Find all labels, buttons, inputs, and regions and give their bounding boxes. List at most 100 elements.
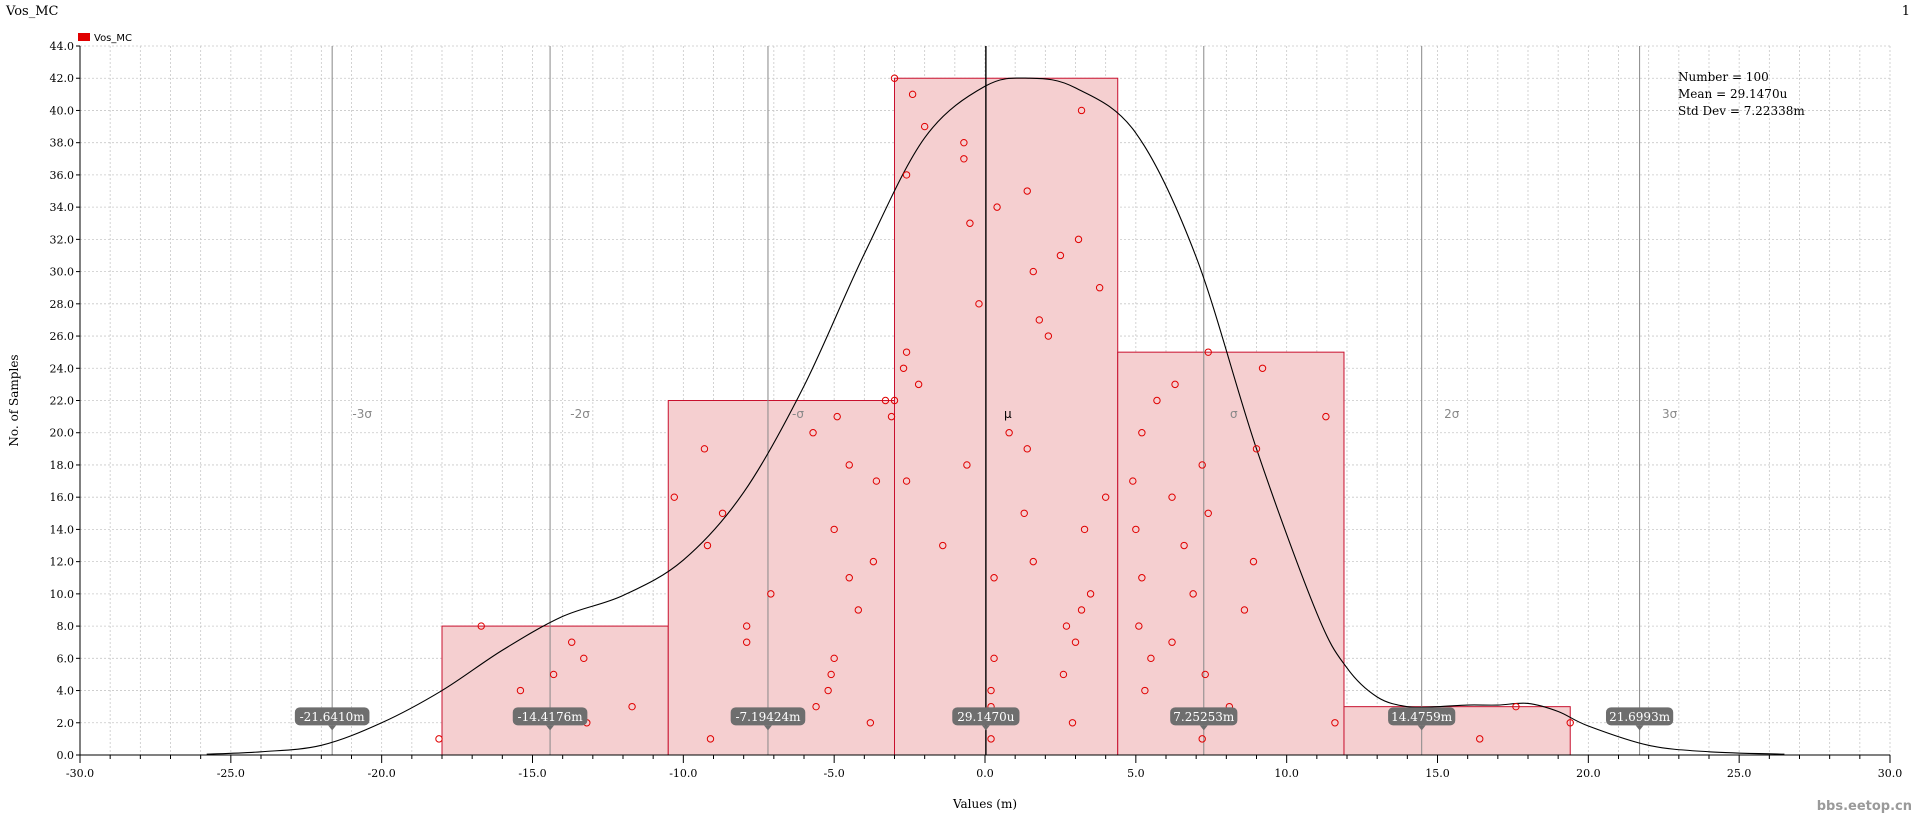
sample-point	[1252, 445, 1261, 453]
sample-point	[890, 396, 899, 405]
y-tick-label: 12.0	[50, 556, 75, 569]
x-tick-label: 20.0	[1576, 767, 1601, 780]
sample-point	[1023, 187, 1031, 195]
sample-point	[1056, 251, 1065, 260]
y-tick-label: 4.0	[57, 685, 75, 698]
density-curve	[206, 77, 1785, 755]
sigma-value-text: -14.4176m	[518, 710, 584, 724]
sigma-value-tag-pointer	[1635, 725, 1644, 731]
y-tick-label: 32.0	[50, 233, 75, 246]
sigma-value-tag-pointer	[981, 725, 990, 731]
window-title: Vos_MC	[6, 4, 59, 19]
sample-point	[963, 461, 971, 469]
y-tick-label: 28.0	[50, 298, 75, 311]
sample-point	[1005, 429, 1013, 437]
histogram-bar	[667, 400, 895, 756]
sigma-value-tag-pointer	[1199, 725, 1208, 731]
legend[interactable]: Vos_MC	[78, 33, 132, 44]
x-tick-label: -30.0	[66, 767, 94, 780]
sample-point	[1071, 638, 1080, 646]
sample-point	[1138, 574, 1146, 582]
sample-point	[1322, 412, 1330, 421]
sample-point	[742, 622, 751, 630]
sample-point	[1074, 235, 1083, 244]
x-tick-label: -10.0	[669, 767, 697, 780]
y-tick-label: 30.0	[50, 266, 75, 279]
x-tick-label: 25.0	[1727, 767, 1752, 780]
annotations: bbs.eetop.cn	[1817, 799, 1912, 814]
x-tick-label: 10.0	[1274, 767, 1299, 780]
sample-point	[1512, 702, 1520, 711]
sample-point	[809, 429, 817, 437]
sigma-value-tag-pointer	[763, 725, 772, 731]
sample-point	[1147, 654, 1155, 663]
sample-point	[1153, 396, 1161, 405]
sigma-value-tag	[952, 707, 1020, 726]
histogram-bar	[1343, 706, 1571, 756]
sample-point	[700, 445, 709, 453]
sigma-value-tags: -21.6410m -14.4176m -7.19424m 29.1470u 7.252…	[294, 707, 1674, 731]
sigma-label: σ	[1230, 407, 1238, 421]
sample-point	[1044, 332, 1053, 340]
x-tick-label: -5.0	[824, 767, 845, 780]
sample-point	[1249, 557, 1258, 566]
sample-point	[1101, 493, 1110, 501]
histogram-bar	[441, 625, 669, 756]
sample-point	[1168, 638, 1176, 646]
sigma-value-tag	[730, 707, 806, 726]
sample-point	[1068, 719, 1077, 727]
x-tick-label: -20.0	[368, 767, 396, 780]
sample-point	[477, 622, 485, 630]
sample-point	[824, 686, 832, 695]
sample-point	[1204, 509, 1212, 517]
sample-point	[902, 348, 911, 356]
sample-point	[1258, 364, 1267, 372]
sigma-value-text: -7.19424m	[735, 710, 801, 724]
sigma-lines: -3σ -2σ -σ μ σ 2σ 3σ	[331, 46, 1678, 755]
sample-point	[580, 654, 588, 663]
sigma-label: 2σ	[1444, 407, 1460, 421]
sigma-value-tag	[1605, 707, 1674, 726]
sample-point	[939, 541, 947, 550]
sample-point	[706, 735, 715, 743]
x-axis-label: Values (m)	[952, 797, 1017, 811]
sample-point	[966, 219, 974, 227]
sample-point	[914, 380, 923, 389]
sample-point	[1077, 106, 1086, 115]
sample-point	[1198, 461, 1206, 469]
y-tick-label: 44.0	[50, 40, 75, 53]
y-tick-label: 26.0	[50, 330, 75, 343]
sample-point	[1132, 525, 1140, 534]
x-tick-label: 30.0	[1878, 767, 1903, 780]
sample-point	[899, 364, 908, 372]
sample-point	[435, 735, 443, 743]
sigma-value-tag	[1170, 707, 1238, 726]
sample-point	[887, 412, 896, 421]
stats-line: Mean = 29.1470u	[1678, 87, 1788, 101]
stats-line: Std Dev = 7.22338m	[1678, 104, 1805, 118]
sample-point	[628, 702, 636, 711]
sample-point	[902, 171, 911, 179]
sigma-label: μ	[1004, 407, 1012, 421]
y-tick-label: 0.0	[57, 749, 75, 762]
y-tick-label: 14.0	[50, 523, 75, 536]
sigma-value-text: 29.1470u	[957, 710, 1015, 724]
sample-point	[993, 203, 1001, 211]
sample-point	[1198, 735, 1206, 743]
sigma-value-tag-pointer	[328, 725, 337, 731]
histogram-bars	[441, 77, 1571, 756]
sample-point	[1189, 590, 1197, 598]
sample-point	[516, 686, 525, 695]
sample-point	[1077, 606, 1086, 614]
sample-point	[920, 122, 929, 131]
x-tick-label: 5.0	[1127, 767, 1145, 780]
sigma-value-tag-pointer	[546, 725, 555, 731]
x-tick-label: -25.0	[217, 767, 245, 780]
x-tick-label: 0.0	[976, 767, 994, 780]
y-tick-label: 24.0	[50, 362, 75, 375]
y-tick-label: 20.0	[50, 427, 75, 440]
x-tick-label: -15.0	[518, 767, 546, 780]
sample-point	[990, 654, 998, 663]
sample-point	[975, 300, 983, 308]
sample-point	[1141, 686, 1149, 695]
